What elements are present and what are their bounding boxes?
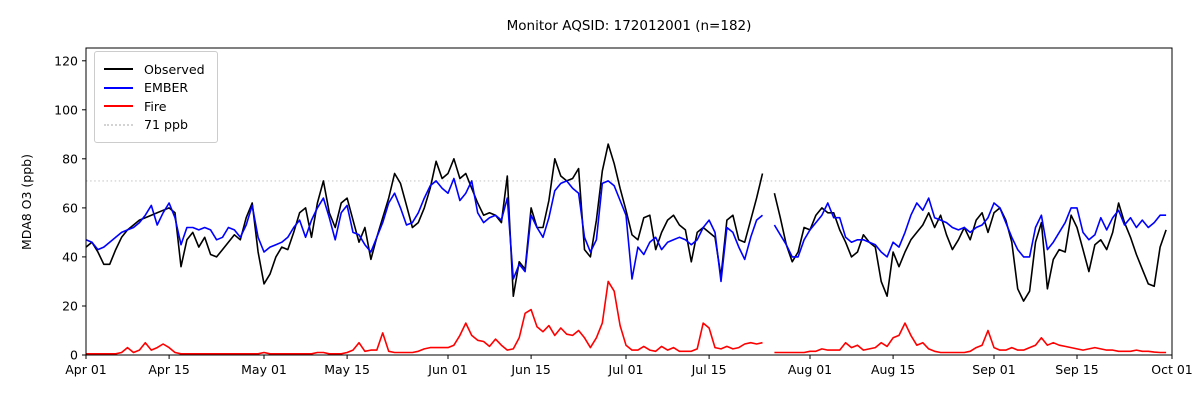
legend-item-threshold: 71 ppb (104, 116, 205, 135)
svg-text:Oct 01: Oct 01 (1151, 362, 1193, 377)
threshold-line-icon (104, 123, 133, 126)
legend-label-fire: Fire (144, 98, 167, 114)
svg-text:Jun 15: Jun 15 (510, 362, 550, 377)
svg-text:Aug 01: Aug 01 (788, 362, 832, 377)
svg-text:Sep 15: Sep 15 (1055, 362, 1098, 377)
svg-text:Jul 01: Jul 01 (608, 362, 644, 377)
svg-text:120: 120 (54, 53, 78, 68)
legend-item-ember: EMBER (104, 79, 205, 98)
ember-line-icon (104, 86, 133, 89)
svg-text:20: 20 (62, 299, 78, 314)
fire-line-icon (104, 105, 133, 108)
svg-text:0: 0 (70, 348, 78, 363)
legend-label-threshold: 71 ppb (144, 117, 189, 133)
observed-line-icon (104, 68, 133, 71)
svg-text:Jul 15: Jul 15 (691, 362, 727, 377)
svg-text:Apr 15: Apr 15 (148, 362, 190, 377)
svg-text:Aug 15: Aug 15 (871, 362, 915, 377)
svg-text:100: 100 (54, 102, 78, 117)
svg-text:Jun 01: Jun 01 (427, 362, 467, 377)
svg-text:Apr 01: Apr 01 (65, 362, 107, 377)
legend-label-observed: Observed (144, 61, 205, 77)
svg-text:Sep 01: Sep 01 (972, 362, 1015, 377)
svg-text:40: 40 (62, 249, 78, 264)
legend-item-fire: Fire (104, 97, 205, 116)
legend-item-observed: Observed (104, 60, 205, 79)
svg-text:60: 60 (62, 200, 78, 215)
y-axis-label: MDA8 O3 (ppb) (19, 154, 34, 250)
legend: Observed EMBER Fire 71 ppb (94, 51, 218, 143)
svg-text:May 01: May 01 (241, 362, 287, 377)
svg-text:May 15: May 15 (324, 362, 370, 377)
legend-label-ember: EMBER (144, 80, 189, 96)
svg-text:80: 80 (62, 151, 78, 166)
chart-title: Monitor AQSID: 172012001 (n=182) (506, 18, 752, 34)
